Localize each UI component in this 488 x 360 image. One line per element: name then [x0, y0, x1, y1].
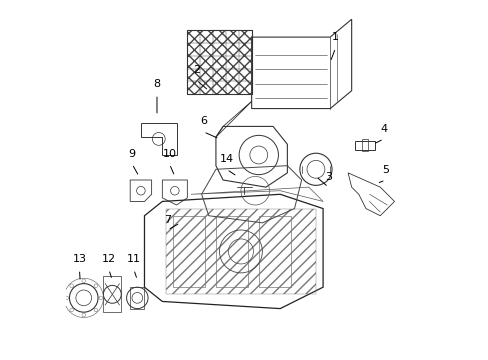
- Text: 8: 8: [153, 79, 160, 89]
- Bar: [216, 216, 247, 287]
- Text: 13: 13: [72, 254, 86, 264]
- Bar: [362, 139, 367, 152]
- Text: 1: 1: [331, 32, 338, 42]
- Text: 3: 3: [325, 172, 331, 182]
- Bar: [258, 216, 290, 287]
- Text: 2: 2: [192, 64, 200, 75]
- Bar: [173, 216, 205, 287]
- Bar: [165, 208, 315, 294]
- Bar: [187, 30, 251, 94]
- Text: 10: 10: [162, 149, 176, 158]
- Text: 14: 14: [219, 154, 233, 164]
- Text: 4: 4: [380, 123, 386, 134]
- Text: 5: 5: [381, 165, 388, 175]
- Text: 6: 6: [200, 116, 206, 126]
- Bar: [130, 287, 144, 309]
- Bar: [354, 141, 374, 150]
- Bar: [187, 30, 251, 94]
- Bar: [103, 276, 121, 312]
- Text: 7: 7: [164, 215, 171, 225]
- Text: 11: 11: [126, 254, 141, 264]
- Text: 12: 12: [102, 254, 116, 264]
- Text: 9: 9: [128, 149, 135, 158]
